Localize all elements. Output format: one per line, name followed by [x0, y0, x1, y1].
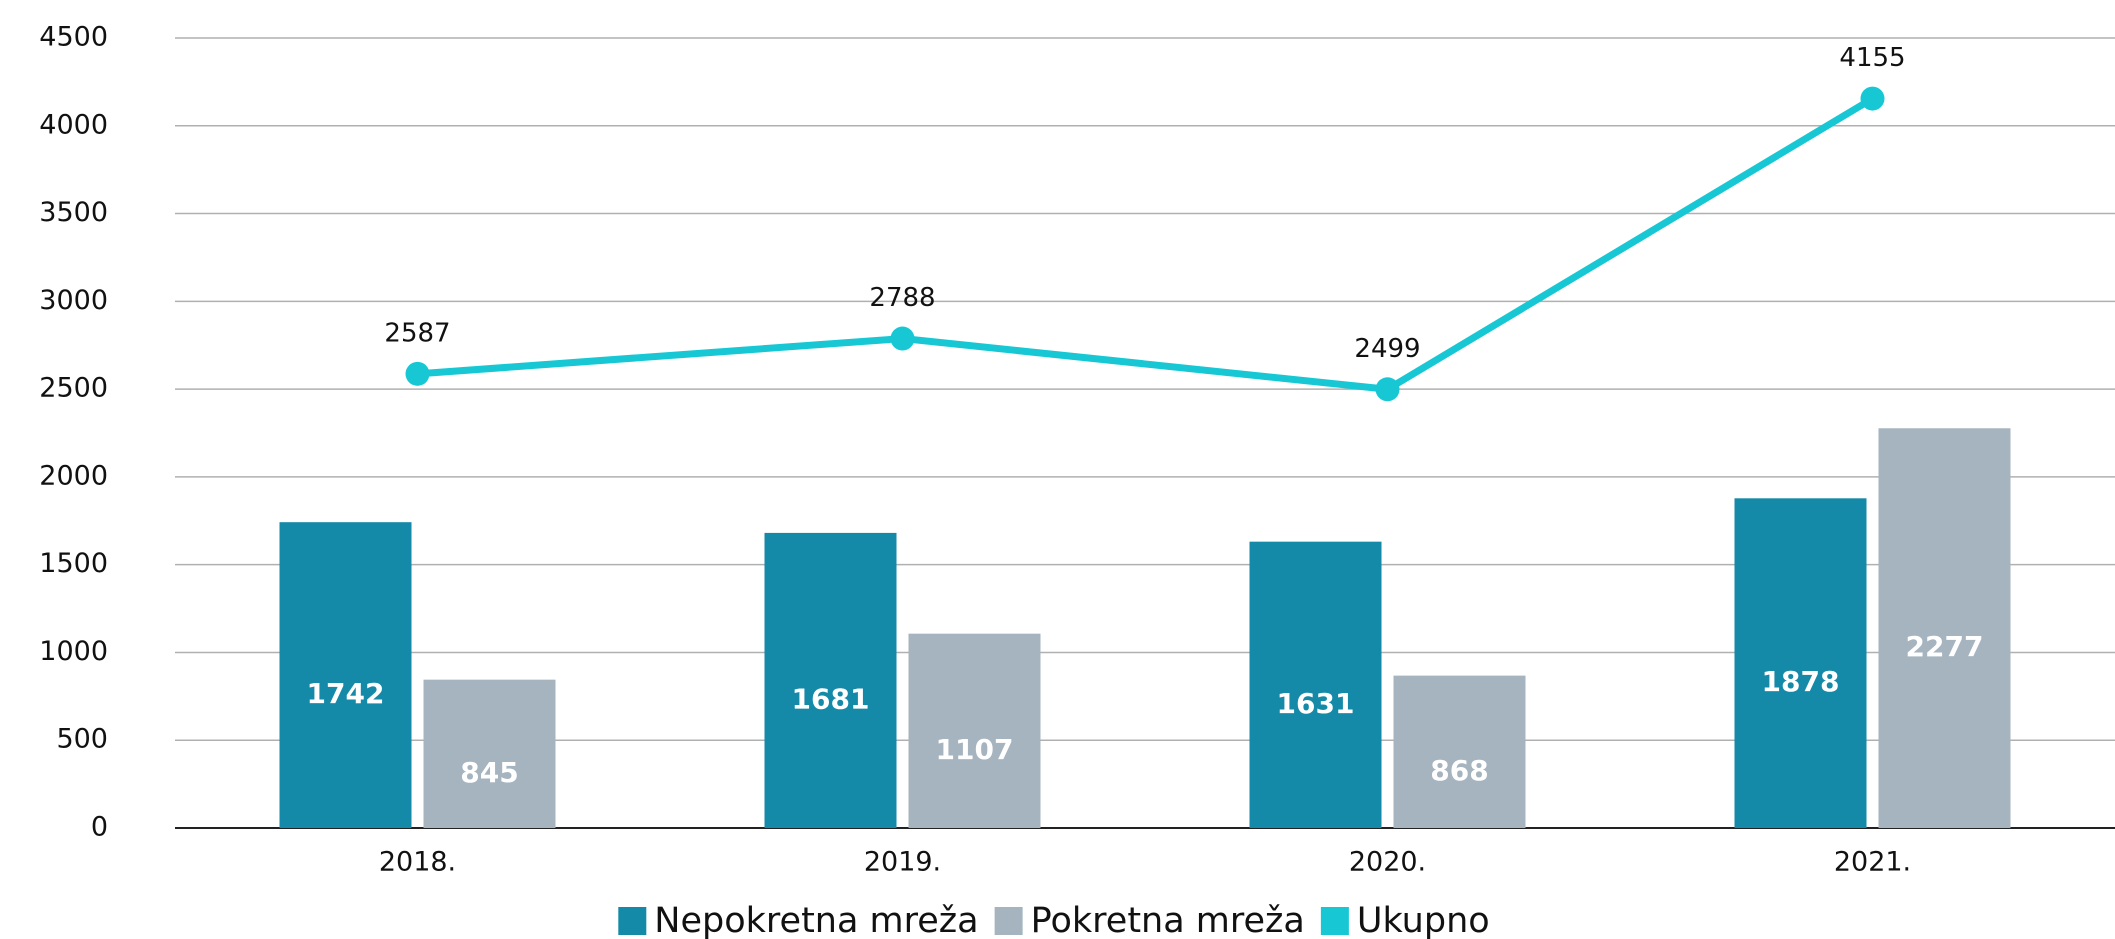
- bar: [764, 532, 897, 828]
- bar-value-label: 1681: [792, 682, 870, 715]
- x-tick-label: 2018.: [379, 847, 456, 878]
- line: [417, 95, 1875, 393]
- line-point: [405, 361, 430, 386]
- legend-swatch: [994, 907, 1023, 935]
- x-tick-label: 2021.: [1834, 847, 1911, 878]
- y-tick-label: 1000: [39, 636, 108, 667]
- legend-label: Ukupno: [1357, 901, 1490, 939]
- legend-swatch: [618, 907, 647, 935]
- bar-value-label: 1107: [936, 733, 1014, 766]
- bar: [908, 633, 1041, 828]
- bar-value-label: 1631: [1277, 687, 1355, 720]
- y-tick-label: 4500: [39, 22, 108, 53]
- bar: [1393, 675, 1526, 828]
- line-value-label: 2788: [869, 283, 935, 313]
- line-value-label: 4155: [1839, 43, 1905, 73]
- line-value-label: 2587: [384, 318, 450, 348]
- bar-value-label: 845: [460, 756, 518, 789]
- line-point: [1375, 377, 1400, 402]
- bar: [423, 679, 556, 828]
- bar: [1878, 428, 2011, 828]
- y-tick-label: 4000: [39, 109, 108, 140]
- line-point: [890, 326, 915, 351]
- legend-swatch: [1320, 907, 1349, 935]
- x-tick-label: 2019.: [864, 847, 941, 878]
- bar-value-label: 1878: [1762, 665, 1840, 698]
- legend-label: Pokretna mreža: [1031, 901, 1305, 939]
- line-point: [1860, 86, 1885, 111]
- y-tick-label: 3500: [39, 197, 108, 228]
- line-value-label: 2499: [1354, 334, 1420, 364]
- y-tick-label: 500: [56, 724, 108, 755]
- y-tick-label: 3000: [39, 285, 108, 316]
- y-tick-label: 0: [91, 812, 108, 843]
- y-tick-label: 1500: [39, 548, 108, 579]
- x-tick-label: 2020.: [1349, 847, 1426, 878]
- bar: [279, 522, 412, 828]
- legend-label: Nepokretna mreža: [654, 901, 978, 939]
- y-tick-label: 2000: [39, 460, 108, 491]
- bar-value-label: 1742: [307, 677, 385, 710]
- bar-value-label: 868: [1430, 754, 1488, 787]
- bar: [1249, 541, 1382, 828]
- y-tick-label: 2500: [39, 373, 108, 404]
- bar: [1734, 498, 1867, 828]
- bar-value-label: 2277: [1906, 630, 1984, 663]
